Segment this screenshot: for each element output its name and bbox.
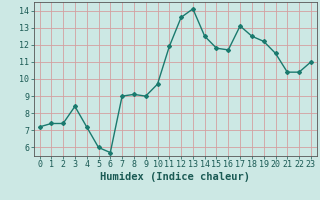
- X-axis label: Humidex (Indice chaleur): Humidex (Indice chaleur): [100, 172, 250, 182]
